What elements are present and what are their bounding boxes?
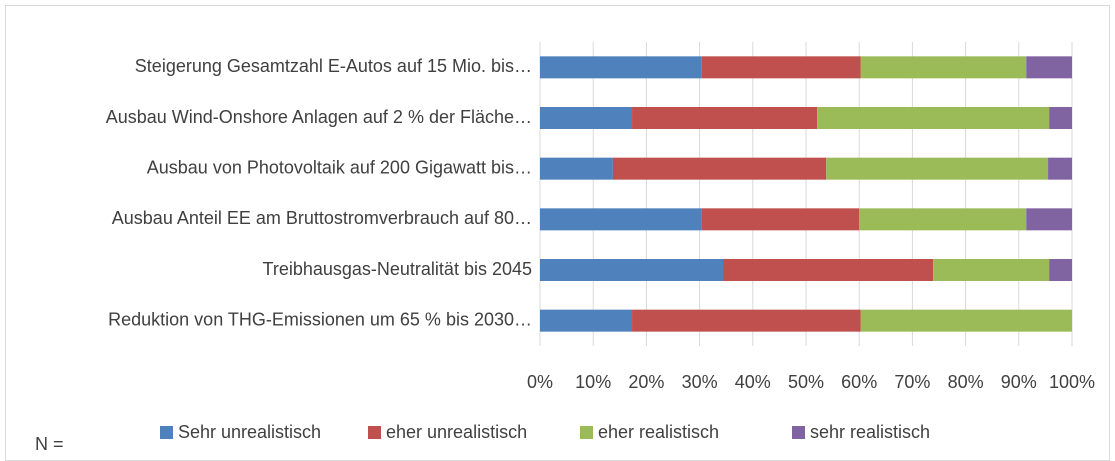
bar-segment	[632, 309, 861, 332]
x-tick-label: 100%	[1049, 372, 1095, 392]
legend-label: eher unrealistisch	[386, 422, 527, 442]
bar-segment	[860, 309, 1072, 332]
x-tick-label: 20%	[628, 372, 664, 392]
x-tick-label: 10%	[575, 372, 611, 392]
x-tick-label: 60%	[841, 372, 877, 392]
bar-segment	[1049, 259, 1072, 281]
bar-segment	[1026, 56, 1072, 79]
x-tick-label: 70%	[894, 372, 930, 392]
legend-swatch	[368, 426, 381, 439]
legend-swatch	[160, 426, 173, 439]
bar-segment	[540, 259, 724, 281]
y-tick-label: Treibhausgas-Neutralität bis 2045	[263, 259, 532, 279]
legend-swatch	[580, 426, 593, 439]
bar-segment	[1026, 208, 1072, 231]
bar-segment	[540, 56, 702, 79]
bar-segment	[632, 107, 818, 129]
bar-segment	[701, 208, 860, 231]
legend-label: Sehr unrealistisch	[178, 422, 321, 442]
y-tick-label: Ausbau von Photovoltaik auf 200 Gigawatt…	[147, 157, 532, 177]
x-tick-label: 30%	[682, 372, 718, 392]
x-tick-label: 80%	[948, 372, 984, 392]
y-tick-label: Steigerung Gesamtzahl E-Autos auf 15 Mio…	[135, 56, 532, 76]
bar-segment	[540, 208, 702, 231]
bar-segment	[540, 107, 633, 129]
x-tick-label: 0%	[527, 372, 553, 392]
bar-segment	[723, 259, 934, 281]
x-tick-label: 90%	[1001, 372, 1037, 392]
bar-segment	[826, 157, 1049, 180]
legend-label: eher realistisch	[598, 422, 719, 442]
bar-segment	[1048, 157, 1072, 180]
bar-segment	[933, 259, 1050, 281]
x-tick-label: 40%	[735, 372, 771, 392]
y-tick-label: Reduktion von THG-Emissionen um 65 % bis…	[108, 309, 532, 329]
bar-segment	[1049, 107, 1072, 129]
legend-label: sehr realistisch	[810, 422, 930, 442]
bar-segment	[701, 56, 861, 79]
bar-segment	[612, 157, 827, 180]
legend-swatch	[792, 426, 805, 439]
bar-segment	[540, 157, 613, 180]
bar-segment	[817, 107, 1050, 129]
bar-segment	[860, 56, 1027, 79]
y-tick-label: Ausbau Anteil EE am Bruttostromverbrauch…	[112, 208, 532, 228]
x-tick-label: 50%	[788, 372, 824, 392]
bar-segment	[540, 309, 633, 332]
bar-segment	[859, 208, 1027, 231]
chart-border	[5, 5, 1110, 461]
annotation: N =	[35, 434, 64, 454]
y-tick-label: Ausbau Wind-Onshore Anlagen auf 2 % der …	[106, 107, 532, 127]
